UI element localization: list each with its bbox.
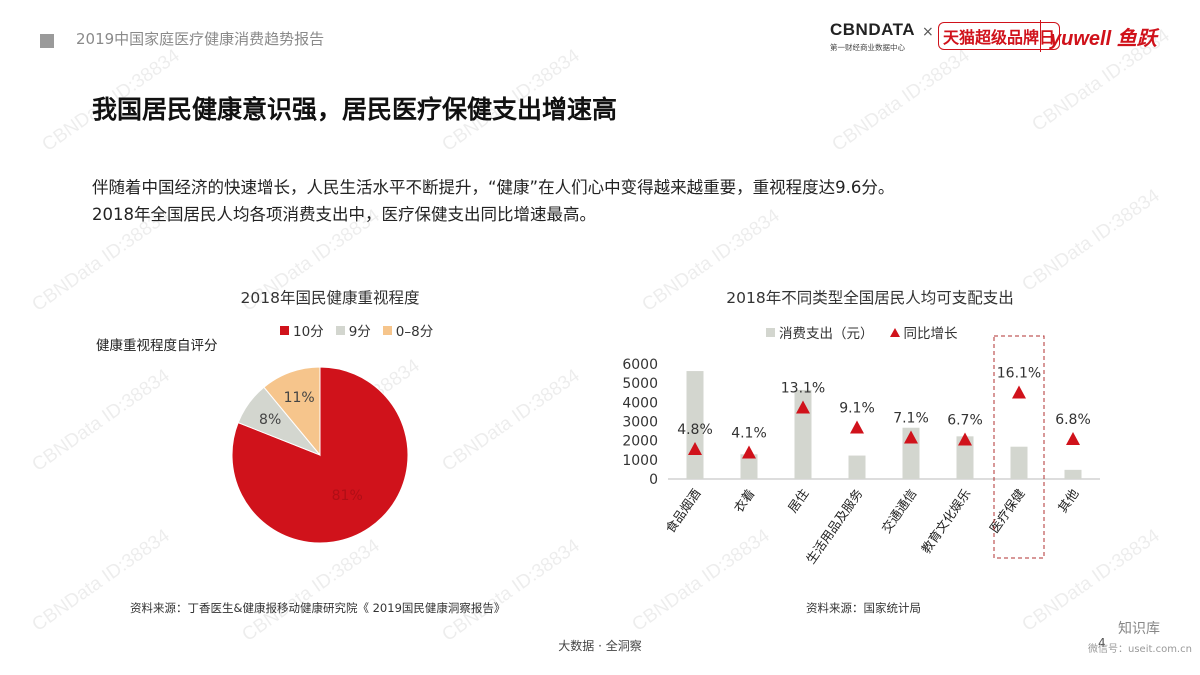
x-tick-label: 教育文化娱乐 (918, 486, 973, 556)
watermark: CBNData ID:38834 (28, 525, 174, 636)
bar (956, 436, 974, 479)
logo-divider (1040, 20, 1041, 52)
x-tick-label: 生活用品及服务 (803, 486, 865, 566)
pie-legend-item: 9分 (335, 320, 371, 340)
bar (848, 455, 866, 479)
highlight-box (993, 335, 1045, 559)
bar-legend-label: 同比增长 (903, 326, 958, 342)
bar-legend-item: 同比增长 (889, 322, 958, 342)
pie-legend: 10分 9分 0–8分 (280, 320, 433, 340)
bar-source: 资料来源：国家统计局 (806, 601, 921, 615)
pie-legend-item: 0–8分 (382, 320, 434, 340)
growth-label: 4.8% (677, 422, 713, 438)
bar-chart: 6000 5000 4000 3000 2000 1000 0 4.8% 食品烟酒 4.1% 衣着 1… (622, 335, 1100, 566)
growth-label: 4.1% (731, 426, 767, 442)
growth-marker (688, 442, 702, 455)
cbndata-logo-subtitle: 第一财经商业数据中心 (830, 43, 905, 52)
bar-legend-label: 消费支出（元） (779, 326, 874, 342)
growth-marker (796, 400, 810, 414)
growth-label: 7.1% (893, 411, 929, 427)
x-tick-label: 医疗保健 (986, 486, 1027, 536)
wechat-id: 微信号：useit.com.cn (1088, 644, 1192, 655)
growth-label: 6.7% (947, 413, 983, 429)
intro-line-2: 2018年全国居民人均各项消费支出中，医疗保健支出同比增速最高。 (92, 205, 596, 224)
legend-triangle-icon (889, 327, 900, 337)
pie-legend-label: 10分 (293, 324, 324, 340)
wechat-watermark: 知识库 (1118, 621, 1160, 637)
y-tick-label: 4000 (622, 395, 658, 411)
header-square-icon (40, 34, 54, 48)
growth-marker (958, 432, 972, 446)
intro-paragraph: 伴随着中国经济的快速增长，人民生活水平不断提升，“健康”在人们心中变得越来越重要… (92, 174, 1112, 228)
bar-legend: 消费支出（元） 同比增长 (766, 322, 958, 342)
pie-slice-label: 8% (259, 412, 281, 428)
pie-ylabel: 健康重视程度自评分 (96, 338, 218, 354)
y-tick-label: 1000 (622, 453, 658, 469)
watermark: CBNData ID:38834 (438, 365, 584, 476)
watermark: CBNData ID:38834 (828, 45, 974, 156)
bar-chart-title: 2018年不同类型全国居民人均可支配支出 (726, 289, 1014, 307)
growth-label: 9.1% (839, 401, 875, 417)
y-tick-label: 0 (649, 472, 658, 488)
x-tick-label: 其他 (1055, 486, 1082, 515)
y-tick-label: 3000 (622, 415, 658, 431)
pie-slice-label: 11% (284, 390, 315, 406)
growth-label: 6.8% (1055, 412, 1091, 428)
footer-tagline: 大数据 · 全洞察 (558, 639, 642, 653)
pie-legend-label: 9分 (348, 324, 371, 340)
slide-title: 我国居民健康意识强，居民医疗保健支出增速高 (92, 95, 618, 124)
legend-swatch-icon (280, 325, 289, 335)
bar (1010, 446, 1028, 479)
growth-marker (850, 420, 864, 434)
watermark: CBNData ID:38834 (438, 535, 584, 646)
report-title: 2019中国家庭医疗健康消费趋势报告 (76, 30, 325, 48)
growth-label: 16.1% (997, 366, 1041, 382)
pie-slice-label: 81% (332, 488, 363, 504)
x-tick-label: 居住 (785, 486, 812, 515)
pie-chart: 81% 8%11% (231, 366, 409, 544)
growth-marker (1012, 385, 1026, 399)
pie-legend-label: 0–8分 (395, 324, 434, 340)
bar (1064, 469, 1082, 479)
x-tick-label: 衣着 (731, 486, 758, 515)
watermark: CBNData ID:38834 (28, 365, 174, 476)
tmall-logo: 天猫超级品牌日 (938, 22, 1061, 50)
x-tick-label: 交通通信 (878, 486, 919, 536)
legend-swatch-icon (382, 325, 392, 335)
growth-marker (742, 445, 756, 459)
y-tick-label: 2000 (622, 434, 658, 450)
growth-label: 13.1% (781, 381, 825, 397)
yuwell-logo: yuwell 鱼跃 (1050, 28, 1157, 50)
bar (740, 454, 758, 479)
growth-marker (1066, 432, 1080, 445)
pie-slice (263, 366, 321, 457)
growth-marker (904, 430, 918, 444)
pie-legend-item: 10分 (280, 320, 324, 340)
y-tick-label: 6000 (622, 357, 658, 373)
legend-swatch-icon (335, 325, 345, 335)
bar-legend-item: 消费支出（元） (766, 322, 874, 342)
cbndata-logo: CBNDATA (830, 20, 916, 39)
pie-chart-title: 2018年国民健康重视程度 (240, 289, 420, 307)
page-number: 4 (1098, 636, 1106, 650)
x-tick-label: 食品烟酒 (662, 486, 703, 536)
intro-line-1: 伴随着中国经济的快速增长，人民生活水平不断提升，“健康”在人们心中变得越来越重要… (92, 178, 895, 197)
legend-swatch-icon (766, 327, 775, 337)
pie-source: 资料来源：丁香医生&健康报移动健康研究院《 2019国民健康洞察报告》 (130, 601, 506, 615)
y-tick-label: 5000 (622, 376, 658, 392)
logo-separator-x: × (922, 24, 934, 40)
